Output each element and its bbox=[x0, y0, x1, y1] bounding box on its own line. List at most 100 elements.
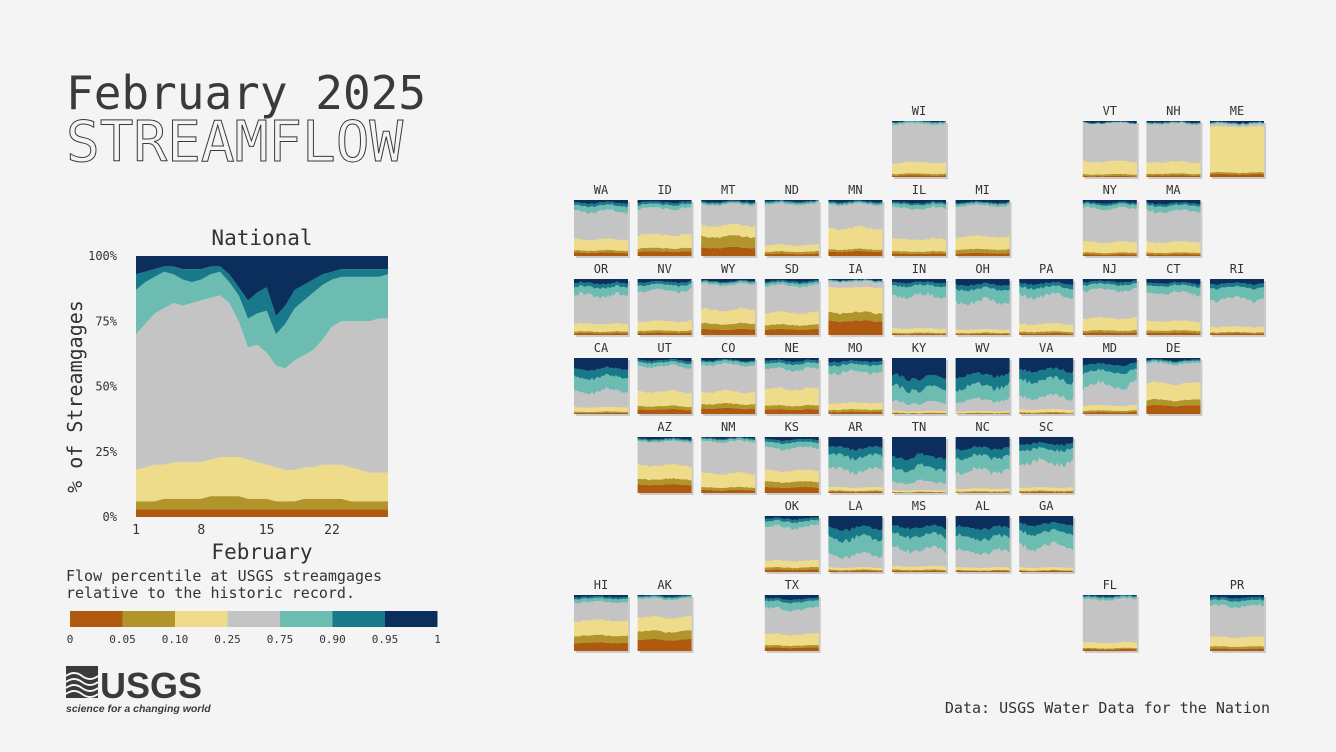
state-band bbox=[574, 387, 628, 408]
state-chart-nc: NC bbox=[955, 420, 1012, 495]
state-band bbox=[701, 471, 756, 489]
national-y-tick-label: 100% bbox=[88, 249, 118, 263]
state-band bbox=[892, 383, 946, 406]
state-band bbox=[637, 280, 692, 287]
state-band bbox=[955, 381, 1010, 404]
state-band bbox=[828, 363, 883, 376]
state-band bbox=[1082, 201, 1137, 206]
state-band bbox=[955, 453, 1010, 476]
state-band bbox=[1146, 404, 1201, 414]
national-band-0-0.05 bbox=[136, 509, 388, 517]
state-band bbox=[1146, 381, 1201, 402]
state-band bbox=[892, 516, 946, 530]
state-band bbox=[637, 360, 692, 369]
state-band bbox=[1082, 173, 1137, 177]
state-band bbox=[764, 200, 819, 203]
state-band bbox=[892, 333, 946, 335]
state-band bbox=[1146, 329, 1201, 334]
state-band bbox=[1082, 362, 1137, 376]
state-band bbox=[764, 283, 819, 315]
state-band bbox=[637, 282, 692, 294]
state-band bbox=[764, 647, 819, 651]
state-band bbox=[764, 519, 819, 531]
national-band-0.10-0.25 bbox=[136, 457, 388, 502]
state-chart-az: AZ bbox=[637, 420, 694, 495]
state-chart-de: DE bbox=[1146, 341, 1203, 416]
state-band bbox=[828, 491, 883, 493]
state-band bbox=[1210, 596, 1264, 602]
state-band bbox=[892, 463, 946, 485]
state-band bbox=[892, 122, 946, 164]
state-band bbox=[1082, 121, 1137, 124]
state-band bbox=[637, 439, 692, 468]
national-x-tick-label: 1 bbox=[132, 523, 140, 538]
state-label: NC bbox=[975, 420, 989, 434]
state-band bbox=[828, 525, 883, 543]
state-band bbox=[1019, 541, 1074, 569]
state-band bbox=[1082, 280, 1137, 287]
state-band bbox=[1082, 316, 1137, 332]
state-band bbox=[1146, 281, 1201, 288]
state-band bbox=[828, 320, 883, 335]
state-band bbox=[828, 280, 883, 289]
title-line2: STREAMFLOW bbox=[65, 110, 404, 176]
state-band bbox=[764, 200, 819, 204]
state-chart-ca: CA bbox=[574, 341, 630, 416]
state-band bbox=[892, 570, 946, 572]
state-band bbox=[764, 250, 819, 255]
state-chart-ct: CT bbox=[1146, 262, 1203, 337]
state-band bbox=[955, 397, 1010, 412]
state-chart-ga: GA bbox=[1019, 499, 1076, 574]
state-band bbox=[574, 252, 628, 256]
state-label: VA bbox=[1039, 341, 1054, 355]
state-band bbox=[1019, 516, 1074, 527]
state-band bbox=[764, 408, 819, 414]
state-label: CO bbox=[721, 341, 735, 355]
national-y-tick-label: 75% bbox=[95, 314, 117, 328]
state-chart-la: LA bbox=[828, 499, 885, 574]
state-band bbox=[1146, 358, 1201, 362]
national-y-tick-label: 0% bbox=[103, 510, 118, 524]
state-band bbox=[574, 322, 628, 333]
state-band bbox=[955, 570, 1010, 572]
state-band bbox=[637, 329, 692, 334]
state-band bbox=[574, 366, 628, 381]
state-band bbox=[955, 516, 1010, 531]
state-band bbox=[892, 292, 946, 330]
state-band bbox=[955, 446, 1010, 461]
state-band bbox=[955, 202, 1010, 208]
state-band bbox=[574, 279, 628, 285]
state-band bbox=[1082, 287, 1137, 320]
state-band bbox=[574, 412, 628, 414]
state-chart-tx: TX bbox=[764, 578, 821, 653]
state-band bbox=[1082, 411, 1137, 414]
state-label: MN bbox=[848, 183, 862, 197]
state-label: WA bbox=[594, 183, 609, 197]
state-band bbox=[637, 483, 692, 493]
state-label: NV bbox=[657, 262, 671, 276]
state-band bbox=[574, 200, 628, 205]
state-label: SC bbox=[1039, 420, 1053, 434]
national-band-0.25-0.75 bbox=[136, 295, 388, 473]
legend-label: 0.75 bbox=[267, 633, 294, 646]
state-band bbox=[1146, 398, 1201, 407]
state-band bbox=[1146, 203, 1201, 214]
state-band bbox=[637, 201, 692, 206]
title-line1: February 2025 bbox=[66, 66, 427, 120]
state-chart-hi: HI bbox=[574, 578, 630, 653]
state-band bbox=[1146, 200, 1201, 205]
state-label: WV bbox=[975, 341, 989, 355]
national-x-axis-label: February bbox=[211, 540, 312, 564]
state-band bbox=[764, 438, 819, 445]
state-band bbox=[955, 566, 1010, 571]
state-band bbox=[892, 175, 946, 177]
state-band bbox=[1019, 332, 1074, 335]
state-band bbox=[828, 200, 883, 203]
state-band bbox=[892, 545, 946, 568]
state-band bbox=[892, 358, 946, 382]
state-band bbox=[1019, 375, 1074, 402]
state-band bbox=[764, 566, 819, 571]
legend-label: 0.05 bbox=[109, 633, 136, 646]
state-band bbox=[1210, 285, 1264, 304]
state-band bbox=[637, 477, 692, 486]
